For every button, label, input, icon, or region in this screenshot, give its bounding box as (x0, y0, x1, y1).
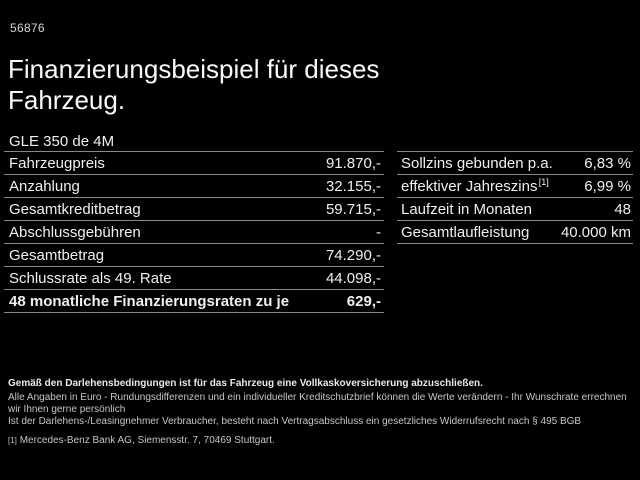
finance-row-value: - (376, 223, 381, 241)
finance-row-monatsrate: 48 monatliche Finanzierungsraten zu je 6… (4, 289, 384, 313)
finance-row-schlussrate: Schlussrate als 49. Rate 44.098,- (4, 266, 384, 289)
page-title-line1: Finanzierungsbeispiel für dieses (8, 54, 380, 84)
finance-row-abschlussgebuehren: Abschlussgebühren - (4, 220, 384, 243)
footnote-bank-marker: [1] (8, 436, 17, 445)
footnote-bank-text: Mercedes-Benz Bank AG, Siemensstr. 7, 70… (19, 435, 275, 446)
finance-row-value: 59.715,- (325, 200, 381, 218)
page-title-line2: Fahrzeug. (8, 85, 126, 115)
vehicle-model: GLE 350 de 4M (9, 133, 115, 150)
finance-row-fahrzeugpreis: Fahrzeugpreis 91.870,- (4, 151, 384, 174)
condition-row-value: 40.000 km (560, 223, 631, 241)
condition-row-laufzeit: Laufzeit in Monaten 48 (397, 197, 633, 220)
condition-row-label: Gesamtlaufleistung (401, 223, 530, 241)
finance-row-value: 44.098,- (325, 269, 381, 287)
footnote-insurance: Gemäß den Darlehensbedingungen ist für d… (8, 378, 483, 389)
footnote-marker: [1] (538, 176, 549, 187)
condition-row-effektiver-jahreszins: effektiver Jahreszins [1] 6,99 % (397, 174, 633, 197)
reference-number: 56876 (10, 21, 45, 35)
condition-row-label: Sollzins gebunden p.a. (401, 154, 553, 172)
finance-table: Fahrzeugpreis 91.870,- Anzahlung 32.155,… (4, 151, 384, 313)
finance-row-label: Anzahlung (9, 177, 80, 195)
footnote-bank: [1] Mercedes-Benz Bank AG, Siemensstr. 7… (8, 435, 632, 447)
finance-row-value: 74.290,- (325, 246, 381, 264)
condition-row-value: 48 (614, 200, 631, 218)
condition-row-label-text: effektiver Jahreszins (401, 177, 538, 195)
condition-row-gesamtlaufleistung: Gesamtlaufleistung 40.000 km (397, 220, 633, 244)
condition-row-sollzins: Sollzins gebunden p.a. 6,83 % (397, 151, 633, 174)
finance-row-gesamtkreditbetrag: Gesamtkreditbetrag 59.715,- (4, 197, 384, 220)
finance-row-label: Gesamtbetrag (9, 246, 105, 264)
finance-row-label: Fahrzeugpreis (9, 154, 105, 172)
footnotes: Gemäß den Darlehensbedingungen ist für d… (8, 378, 632, 447)
conditions-table: Sollzins gebunden p.a. 6,83 % effektiver… (397, 151, 633, 244)
footnote-disclaimer-1: Alle Angaben in Euro - Rundungsdifferenz… (8, 392, 627, 415)
footnote-disclaimer-2: Ist der Darlehens-/Leasingnehmer Verbrau… (8, 416, 582, 427)
condition-row-value: 6,99 % (584, 177, 631, 195)
finance-row-label: 48 monatliche Finanzierungsraten zu je (9, 292, 290, 310)
finance-row-gesamtbetrag: Gesamtbetrag 74.290,- (4, 243, 384, 266)
finance-row-value: 91.870,- (325, 154, 381, 172)
condition-row-label: Laufzeit in Monaten (401, 200, 532, 218)
finance-row-value: 629,- (346, 292, 381, 310)
page-title: Finanzierungsbeispiel für dieses Fahrzeu… (8, 54, 379, 116)
finance-row-label: Abschlussgebühren (9, 223, 141, 241)
condition-row-value: 6,83 % (584, 154, 631, 172)
finance-row-label: Schlussrate als 49. Rate (9, 269, 172, 287)
condition-row-label: effektiver Jahreszins [1] (401, 176, 549, 195)
finance-row-value: 32.155,- (325, 177, 381, 195)
finance-row-anzahlung: Anzahlung 32.155,- (4, 174, 384, 197)
finance-row-label: Gesamtkreditbetrag (9, 200, 141, 218)
